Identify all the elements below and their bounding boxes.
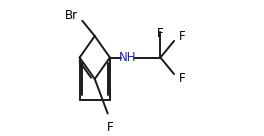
Text: Br: Br — [65, 9, 78, 22]
Text: F: F — [179, 72, 185, 86]
Text: NH: NH — [119, 51, 136, 64]
Text: F: F — [107, 121, 113, 134]
Text: F: F — [179, 30, 185, 43]
Text: F: F — [157, 27, 164, 40]
